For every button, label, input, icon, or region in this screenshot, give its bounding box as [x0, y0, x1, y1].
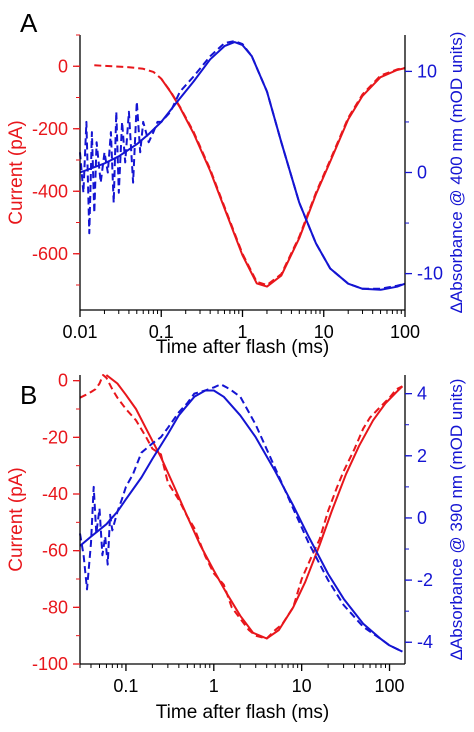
x-axis-label: Time after flash (ms) — [156, 702, 330, 723]
x-tick-label: 100 — [375, 676, 405, 696]
panel-b-chart: 0.1 1 10 100 0 -20 -40 -60 -80 -100 4 2 0 -2 -4 Time af… — [6, 371, 466, 723]
y-right-tick-label: -2 — [417, 570, 433, 590]
series-right-dashed-line — [79, 383, 403, 653]
x-tick-label: 10 — [292, 676, 312, 696]
series-left-solid-line — [105, 374, 404, 640]
series-left-solid-line — [160, 67, 406, 288]
y-left-tick-label: -200 — [32, 119, 68, 139]
x-tick-label: 100 — [390, 322, 420, 342]
y-right-tick-label: 2 — [417, 446, 427, 466]
series-right-solid-line — [79, 389, 403, 653]
y-right-axis-label: ΔAbsorbance @ 400 nm (mOD units) — [447, 32, 466, 314]
y-left-tick-label: -600 — [32, 244, 68, 264]
x-tick-label: 0.01 — [62, 322, 97, 342]
x-axis-label: Time after flash (ms) — [156, 337, 330, 358]
y-right-tick-label: -4 — [417, 632, 433, 652]
series-left-dashed-line — [94, 64, 406, 286]
y-left-tick-label: 0 — [58, 56, 68, 76]
y-right-axis-label: ΔAbsorbance @ 390 nm (mOD units) — [447, 379, 466, 661]
y-left-axis-label: Current (pA) — [6, 467, 27, 572]
y-left-tick-label: -100 — [32, 654, 68, 674]
y-left-tick-label: -60 — [42, 541, 68, 561]
y-right-tick-label: 0 — [417, 508, 427, 528]
series-right-dashed-line — [79, 40, 406, 290]
x-tick-label: 1 — [209, 676, 219, 696]
x-tick-label: 1 — [237, 322, 247, 342]
y-left-tick-label: -80 — [42, 597, 68, 617]
y-left-tick-label: -40 — [42, 484, 68, 504]
y-left-axis-label: Current (pA) — [6, 120, 27, 225]
panel-label-a: A — [20, 8, 38, 38]
series-left-dashed-line — [79, 374, 403, 640]
y-right-tick-label: -10 — [417, 264, 443, 284]
series-right-solid-line — [79, 41, 406, 291]
y-left-tick-label: -400 — [32, 181, 68, 201]
y-left-tick-label: 0 — [58, 371, 68, 391]
x-tick-label: 0.1 — [113, 676, 138, 696]
y-right-tick-label: 0 — [417, 163, 427, 183]
x-tick-label: 0.1 — [149, 322, 174, 342]
y-left-tick-label: -20 — [42, 427, 68, 447]
x-tick-label: 10 — [314, 322, 334, 342]
y-right-tick-label: 4 — [417, 384, 427, 404]
y-right-tick-label: 10 — [417, 61, 437, 81]
panel-label-b: B — [20, 380, 37, 410]
